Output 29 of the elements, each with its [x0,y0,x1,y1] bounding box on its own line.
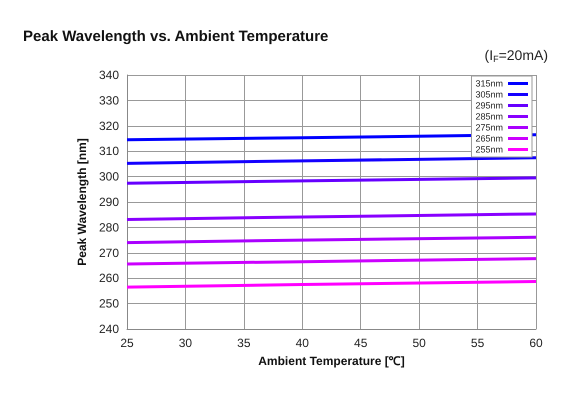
x-tick-label: 40 [296,336,310,350]
y-tick-label: 270 [98,246,120,260]
x-tick-label: 25 [120,336,134,350]
chart-title: Peak Wavelength vs. Ambient Temperature [23,28,328,45]
legend-label: 305nm [475,90,503,100]
legend-label: 285nm [475,112,503,122]
y-tick-label: 320 [98,118,120,133]
y-tick-label: 280 [98,220,120,234]
y-axis-title: Peak Wavelength [nm] [75,138,90,266]
y-tick-label: 260 [98,271,120,286]
y-tick-label: 340 [98,68,120,82]
legend-label: 255nm [475,144,503,154]
y-tick-label: 290 [98,195,120,209]
x-tick-label: 35 [237,336,251,350]
x-tick-label: 45 [354,336,368,350]
y-tick-label: 240 [98,322,120,336]
y-tick-label: 300 [98,170,120,184]
y-tick-label: 310 [98,144,120,158]
x-tick-label: 50 [412,336,426,350]
legend-label: 265nm [475,134,503,144]
x-tick-label: 30 [178,336,192,350]
x-tick-label: 55 [470,336,485,350]
x-axis-title: Ambient Temperature [℃] [258,354,405,368]
x-tick-label: 60 [529,336,543,350]
y-tick-label: 250 [98,296,120,311]
y-tick-label: 330 [98,93,120,108]
legend-label: 315nm [475,78,503,88]
legend-label: 295nm [475,100,503,110]
legend-label: 275nm [475,122,503,132]
